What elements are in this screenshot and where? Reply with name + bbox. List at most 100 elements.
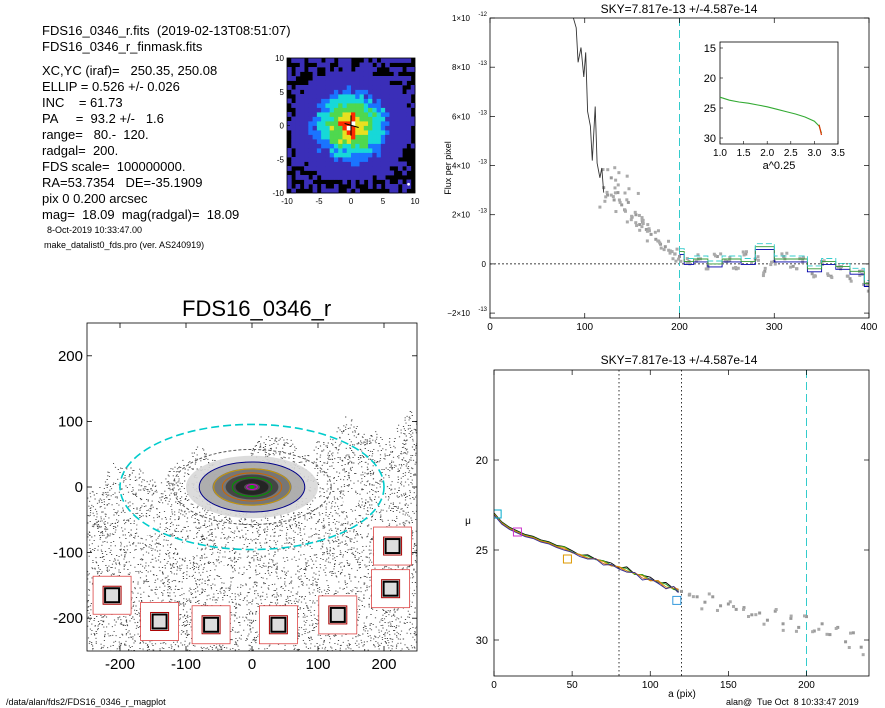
heatmap-cell (363, 62, 369, 68)
heatmap-cell (291, 134, 296, 140)
x-tick-label: 0 (248, 656, 256, 673)
heatmap-cell (329, 125, 335, 131)
heatmap-cell (406, 179, 412, 185)
heatmap-cell (351, 116, 356, 122)
heatmap-cell (363, 98, 369, 104)
flux-point (770, 260, 774, 264)
heatmap-cell (312, 67, 318, 72)
flux-point (741, 250, 745, 254)
heatmap-cell (355, 175, 360, 180)
heatmap-cell (338, 152, 343, 158)
y-tick-label: 20 (476, 455, 488, 467)
heatmap-cell (321, 175, 326, 180)
heatmap-cell (295, 152, 301, 158)
heatmap-cell (393, 71, 399, 77)
heatmap-cell (333, 116, 339, 122)
heatmap-cell (299, 58, 305, 63)
heatmap-cell (402, 130, 407, 135)
header-program: make_datalist0_fds.pro (ver. AS240919) (44, 240, 205, 250)
heatmap-cell (346, 116, 352, 122)
heatmap-cell (351, 143, 356, 149)
heatmap-cell (312, 134, 318, 140)
heatmap-cell (389, 67, 395, 72)
heatmap-cell (329, 58, 335, 63)
heatmap-cell (346, 71, 352, 77)
heatmap-cell (325, 80, 331, 86)
heatmap-cell (287, 152, 292, 158)
heatmap-cell (372, 121, 377, 126)
heatmap-cell (291, 121, 296, 126)
heatmap-cell (287, 85, 292, 90)
flux-point (625, 174, 629, 178)
flux-point (625, 198, 629, 202)
flux-point (667, 239, 671, 243)
star-box-outer (383, 536, 403, 556)
heatmap-cell (333, 107, 339, 113)
heatmap-cell (321, 62, 326, 68)
star-box-outer (328, 605, 348, 625)
heatmap-cell (291, 89, 296, 95)
heatmap-cell (316, 170, 322, 176)
heatmap-star (407, 182, 410, 186)
sb-point (851, 631, 855, 635)
flux-point (839, 267, 843, 271)
flux-point (638, 228, 642, 232)
sb-point (834, 626, 838, 630)
heatmap-cell (333, 134, 339, 140)
flux-point (678, 255, 681, 259)
heatmap-cell (389, 134, 395, 140)
flux-point (860, 269, 864, 273)
heatmap-cell (406, 67, 412, 72)
heatmap-cell (338, 71, 343, 77)
heatmap-cell (321, 184, 326, 189)
heatmap-cell (329, 112, 335, 117)
heatmap-cell (304, 184, 309, 189)
flux-point (731, 266, 735, 270)
heatmap-cell (376, 143, 382, 149)
heatmap-cell (372, 152, 377, 158)
heatmap-cell (372, 85, 377, 90)
heatmap-cell (312, 103, 318, 108)
heatmap-cell (402, 58, 407, 63)
x-tick-label: -100 (171, 656, 201, 673)
heatmap-cell (308, 148, 313, 153)
heatmap-cell (385, 139, 390, 144)
flux-inner-line (572, 18, 605, 193)
heatmap-cell (333, 166, 339, 171)
heatmap-cell (291, 116, 296, 122)
x-tick-label: 0 (349, 197, 354, 206)
flux-point (634, 213, 638, 217)
heatmap-cell (363, 76, 369, 81)
heatmap-cell (329, 85, 335, 90)
flux-point (656, 239, 660, 243)
heatmap-cell (321, 112, 326, 117)
sb-profile-line (494, 514, 679, 594)
heatmap-cell (325, 125, 331, 131)
heatmap-cell (295, 103, 301, 108)
sb-point (700, 607, 704, 611)
heatmap-cell (406, 94, 412, 99)
heatmap-cell (304, 112, 309, 117)
heatmap-cell (316, 148, 322, 153)
heatmap-cell (329, 143, 335, 149)
header-line-10: RA=53.7354 DE=-35.1909 (42, 175, 203, 190)
heatmap-cell (338, 143, 343, 149)
heatmap-cell (376, 134, 382, 140)
heatmap-cell (325, 112, 331, 117)
sb-point (732, 605, 736, 609)
heatmap-cell (321, 161, 326, 167)
x-tick-label: 50 (567, 680, 579, 691)
heatmap-cell (359, 107, 365, 113)
heatmap-cell (372, 89, 377, 95)
flux-point (616, 191, 620, 195)
heatmap-cell (397, 143, 403, 149)
heatmap-cell (389, 188, 395, 194)
heatmap-cell (363, 152, 369, 158)
heatmap-cell (397, 107, 403, 113)
heatmap-cell (351, 152, 356, 158)
flux-point (679, 259, 683, 263)
sb-point (825, 632, 829, 636)
heatmap-cell (368, 62, 373, 68)
heatmap-cell (397, 76, 403, 81)
heatmap-cell (363, 58, 369, 63)
